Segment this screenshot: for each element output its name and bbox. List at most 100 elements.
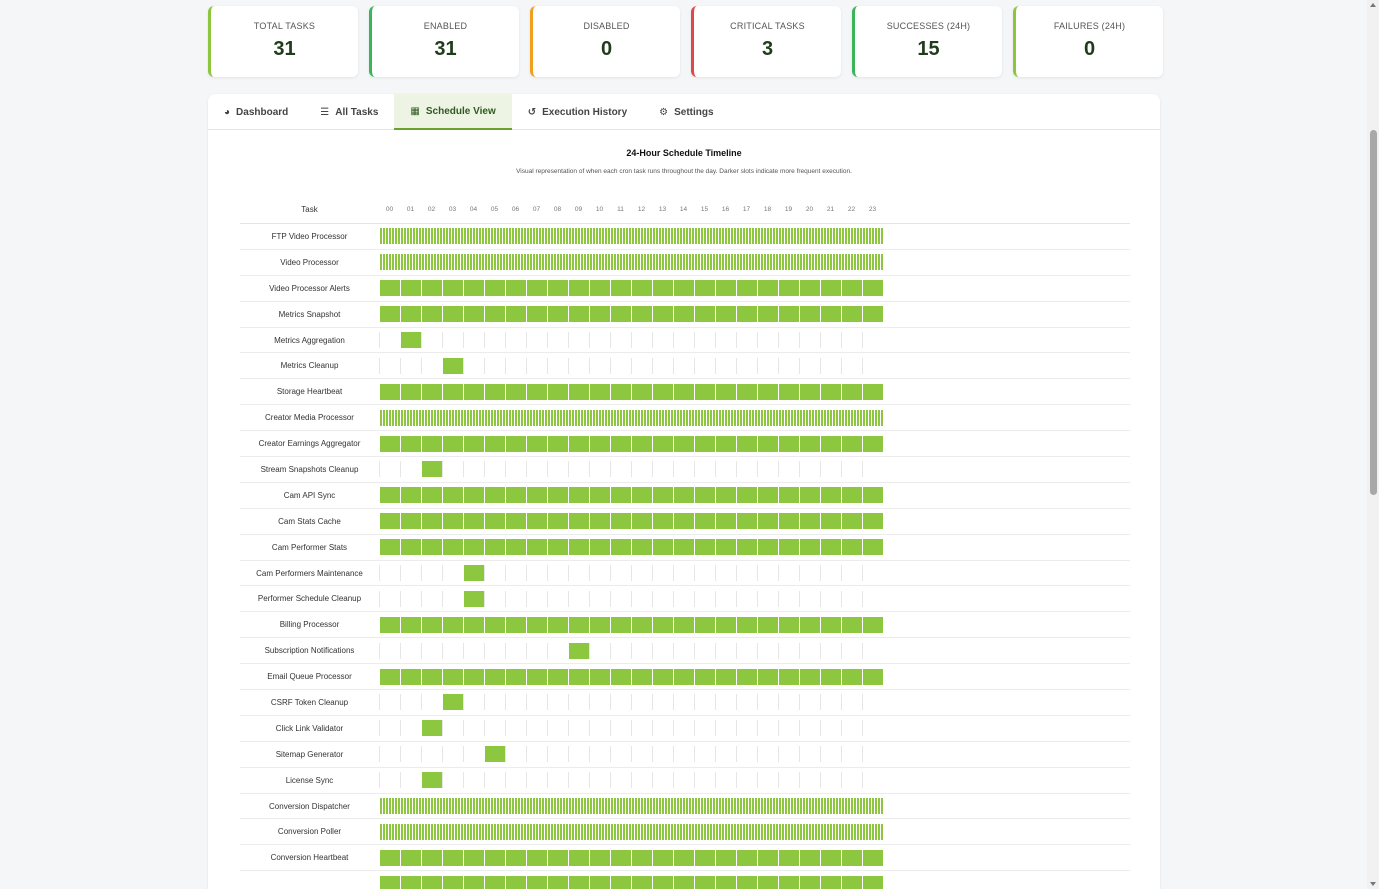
schedule-slot [589, 616, 610, 633]
task-row[interactable]: Video Processor [240, 250, 1130, 276]
schedule-slot [820, 720, 841, 737]
scrollbar[interactable] [1367, 0, 1379, 889]
schedule-slot [736, 642, 757, 659]
schedule-slot [652, 565, 673, 582]
hour-labels: 00 01 02 03 04 05 06 07 08 09 10 11 12 13 14 15 16 17 18 19… [379, 206, 883, 213]
task-slots [379, 487, 883, 504]
schedule-slot [568, 720, 589, 737]
history-icon: ↺ [527, 106, 537, 118]
schedule-slot [568, 435, 589, 452]
schedule-slot [400, 849, 421, 866]
task-name: FTP Video Processor [271, 231, 348, 241]
task-row[interactable]: Cam Performers Maintenance [240, 561, 1130, 587]
task-row[interactable]: Metrics Aggregation [240, 328, 1130, 354]
stat-value: 0 [600, 38, 613, 60]
schedule-slot [652, 435, 673, 452]
task-row[interactable]: Video Processor Alerts [240, 276, 1130, 302]
schedule-slot [673, 875, 694, 889]
schedule-slot [589, 357, 610, 374]
schedule-slot [568, 409, 589, 426]
task-row[interactable]: Billing Processor [240, 612, 1130, 639]
schedule-slot [673, 565, 694, 582]
schedule-slot [673, 616, 694, 633]
schedule-slot [547, 332, 568, 348]
schedule-slot [799, 357, 820, 374]
schedule-slot [484, 513, 505, 530]
task-row[interactable] [240, 871, 1130, 889]
schedule-slot [673, 772, 694, 789]
task-row[interactable]: FTP Video Processor [240, 224, 1130, 250]
task-row[interactable]: Storage Heartbeat [240, 379, 1130, 406]
scroll-up-icon[interactable] [1370, 3, 1376, 7]
hour-label: 15 [700, 206, 709, 213]
schedule-slot [652, 694, 673, 711]
schedule-slot [589, 461, 610, 478]
task-row[interactable]: Metrics Snapshot [240, 302, 1130, 328]
schedule-slot [400, 306, 421, 323]
schedule-slot [442, 539, 463, 556]
schedule-slot [547, 616, 568, 633]
task-row[interactable]: Sitemap Generator [240, 742, 1130, 768]
tab-label: Settings [674, 106, 714, 118]
schedule-slot [820, 823, 841, 840]
task-row[interactable]: Email Queue Processor [240, 664, 1130, 691]
task-row[interactable]: Stream Snapshots Cleanup [240, 457, 1130, 483]
schedule-slot [505, 823, 526, 840]
schedule-slot [841, 280, 862, 297]
schedule-slot [862, 306, 883, 323]
schedule-slot [757, 668, 778, 685]
schedule-slot [547, 720, 568, 737]
tab-schedule-view[interactable]: ▦ Schedule View [394, 94, 512, 130]
schedule-slot [736, 590, 757, 607]
schedule-slot [547, 306, 568, 323]
schedule-slot [568, 642, 589, 659]
schedule-slot [715, 487, 736, 504]
schedule-slot [694, 823, 715, 840]
schedule-slot [589, 823, 610, 840]
scroll-thumb[interactable] [1370, 130, 1377, 495]
schedule-slot [757, 642, 778, 659]
schedule-slot [484, 642, 505, 659]
schedule-slot [484, 798, 505, 815]
task-row[interactable]: Performer Schedule Cleanup [240, 586, 1130, 613]
task-row[interactable]: Conversion Poller [240, 819, 1130, 846]
task-row[interactable]: Subscription Notifications [240, 638, 1130, 665]
task-row[interactable]: Conversion Heartbeat [240, 845, 1130, 872]
task-row[interactable]: License Sync [240, 768, 1130, 794]
task-row[interactable]: Cam Stats Cache [240, 509, 1130, 535]
task-row[interactable]: Conversion Dispatcher [240, 794, 1130, 820]
timeline-title: 24-Hour Schedule Timeline [626, 148, 742, 158]
task-row[interactable]: Creator Media Processor [240, 405, 1130, 432]
schedule-slot [799, 849, 820, 866]
schedule-slot [631, 875, 652, 889]
schedule-slot [421, 616, 442, 633]
tab-settings[interactable]: ⚙ Settings [643, 94, 729, 130]
schedule-slot [820, 642, 841, 659]
schedule-slot [841, 849, 862, 866]
schedule-slot [631, 849, 652, 866]
schedule-slot [736, 461, 757, 478]
tab-dashboard[interactable]: ◕ Dashboard [208, 94, 304, 130]
task-row[interactable]: Creator Earnings Aggregator [240, 431, 1130, 458]
schedule-slot [757, 487, 778, 504]
task-row[interactable]: CSRF Token Cleanup [240, 690, 1130, 716]
schedule-slot [631, 668, 652, 685]
schedule-slot [673, 461, 694, 478]
schedule-slot [673, 642, 694, 659]
task-row[interactable]: Cam Performer Stats [240, 535, 1130, 561]
tab-all-tasks[interactable]: ☰ All Tasks [304, 94, 394, 130]
task-row[interactable]: Click Link Validator [240, 716, 1130, 742]
schedule-slot [757, 254, 778, 271]
task-row[interactable]: Metrics Cleanup [240, 353, 1130, 380]
schedule-slot [589, 875, 610, 889]
scroll-down-icon[interactable] [1370, 882, 1376, 886]
task-row[interactable]: Cam API Sync [240, 483, 1130, 509]
schedule-slot [757, 461, 778, 478]
schedule-slot [610, 435, 631, 452]
tab-execution-history[interactable]: ↺ Execution History [512, 94, 643, 130]
schedule-slot [799, 383, 820, 400]
stat-card: ENABLED 31 [369, 6, 519, 77]
task-slots [379, 280, 883, 297]
schedule-slot [736, 435, 757, 452]
schedule-slot [820, 746, 841, 763]
